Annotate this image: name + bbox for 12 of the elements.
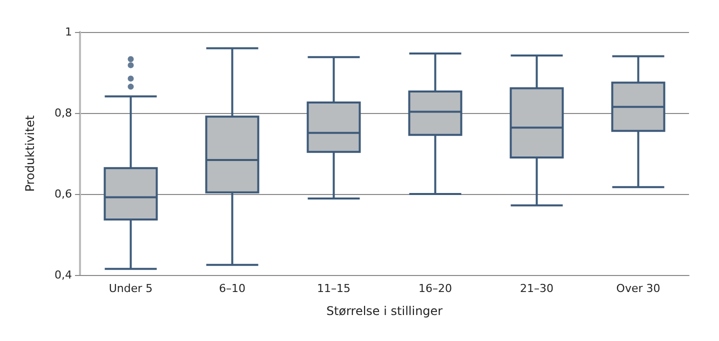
x-tick-label: Under 5	[108, 282, 153, 295]
x-tick-label: 11–15	[317, 282, 350, 295]
x-axis-title: Størrelse i stillinger	[326, 304, 443, 318]
y-tick-label: 0,4	[54, 268, 72, 282]
x-tick-label: Over 30	[616, 282, 660, 295]
y-tick-label: 1	[65, 26, 72, 38]
y-tick-label: 0,8	[54, 106, 72, 120]
x-tick-label: 21–30	[520, 282, 554, 295]
x-tick-label: 16–20	[418, 282, 452, 295]
x-tick-label: 6–10	[219, 282, 246, 295]
y-axis-title: Produktivitet	[23, 114, 37, 192]
y-tick-label: 0,6	[54, 188, 72, 200]
